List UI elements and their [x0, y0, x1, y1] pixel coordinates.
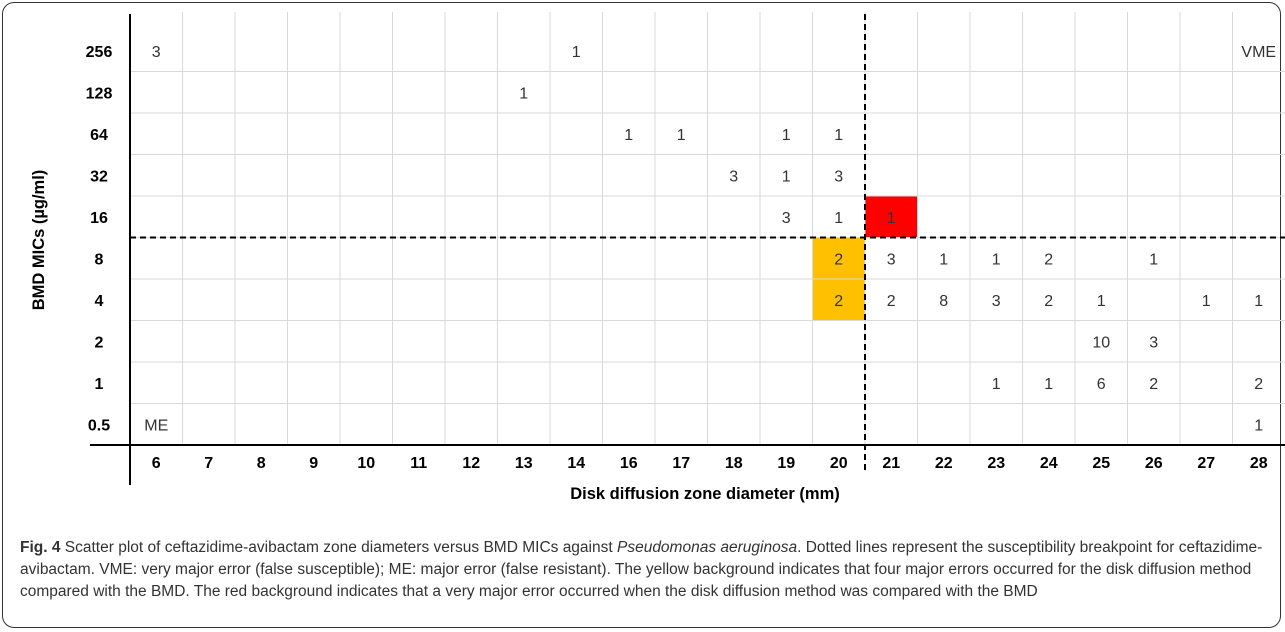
x-tick-labels: 6 7 8 9 10 11 12 13 14 16 17 18 19 20 21 22 23 24 25 26 27 28: [152, 455, 1268, 472]
x-tick-label-20: 20: [830, 455, 848, 472]
x-axis-title: Disk diffusion zone diameter (mm): [570, 485, 840, 503]
cell-count-20-64: 1: [834, 127, 843, 144]
y-axis-title: BMD MICs (µg/ml): [30, 170, 48, 311]
y-tick-label-256: 256: [86, 44, 113, 61]
cell-count-28-0.5: 1: [1254, 417, 1263, 434]
cell-count-25-1: 6: [1097, 376, 1106, 393]
cell-count-6-256: 3: [152, 44, 161, 61]
cell-count-14-256: 1: [572, 44, 581, 61]
x-tick-label-6: 6: [152, 455, 161, 472]
cell-count-24-4: 2: [1044, 293, 1053, 310]
cell-count-20-32: 3: [834, 168, 843, 185]
caption-label: Fig. 4: [20, 539, 61, 556]
x-tick-label-23: 23: [987, 455, 1005, 472]
highlight-cell-20-4: [812, 279, 865, 321]
x-tick-label-9: 9: [309, 455, 318, 472]
highlight-cell-20-8: [812, 237, 865, 279]
cell-count-28-1: 2: [1254, 376, 1263, 393]
figure-caption: Fig. 4 Scatter plot of ceftazidime-aviba…: [20, 537, 1270, 603]
cell-count-23-8: 1: [992, 251, 1001, 268]
x-tick-label-16: 16: [620, 455, 638, 472]
x-tick-label-11: 11: [410, 455, 427, 472]
x-tick-label-14: 14: [567, 455, 585, 472]
x-tick-label-7: 7: [204, 455, 213, 472]
cell-count-21-16: 1: [887, 210, 896, 227]
cell-count-26-8: 1: [1149, 251, 1158, 268]
cell-count-22-4: 8: [939, 293, 948, 310]
cell-count-26-1: 2: [1149, 376, 1158, 393]
breakpoint-layer: [130, 14, 1285, 470]
cell-count-24-1: 1: [1044, 376, 1053, 393]
y-tick-label-32: 32: [90, 168, 108, 185]
cell-count-19-64: 1: [782, 127, 791, 144]
highlight-layer: [812, 196, 918, 321]
y-tick-label-64: 64: [90, 127, 108, 144]
x-tick-label-12: 12: [462, 455, 480, 472]
x-tick-label-19: 19: [777, 455, 795, 472]
cell-count-28-4: 1: [1254, 293, 1263, 310]
y-tick-label-128: 128: [86, 85, 113, 102]
x-tick-label-10: 10: [357, 455, 375, 472]
cell-count-16-64: 1: [624, 127, 633, 144]
y-tick-label-8: 8: [95, 251, 104, 268]
cell-count-26-2: 3: [1149, 334, 1158, 351]
x-tick-label-25: 25: [1092, 455, 1110, 472]
cell-count-20-8: 2: [834, 251, 843, 268]
y-tick-label-0.5: 0.5: [88, 417, 110, 434]
cell-count-20-4: 2: [834, 293, 843, 310]
caption-text-after: . Dotted lines represent the susceptibil…: [20, 539, 1263, 600]
cell-count-13-128: 1: [519, 85, 528, 102]
cell-count-21-4: 2: [887, 293, 896, 310]
caption-text-before: Scatter plot of ceftazidime-avibactam zo…: [60, 539, 617, 556]
y-tick-label-1: 1: [95, 376, 104, 393]
annotation-labels: VME ME: [144, 44, 1276, 435]
cell-count-19-16: 3: [782, 210, 791, 227]
cell-count-20-16: 1: [834, 210, 843, 227]
cell-count-25-4: 1: [1097, 293, 1106, 310]
x-tick-label-27: 27: [1197, 455, 1215, 472]
x-tick-label-26: 26: [1145, 455, 1163, 472]
y-tick-labels: 256 128 64 32 16 8 4 2 1 0.5: [86, 44, 113, 435]
annotation-vme: VME: [1241, 44, 1276, 61]
x-tick-label-13: 13: [515, 455, 533, 472]
y-tick-label-4: 4: [95, 293, 104, 310]
x-tick-label-24: 24: [1040, 455, 1058, 472]
y-tick-label-16: 16: [90, 210, 108, 227]
x-tick-label-18: 18: [725, 455, 743, 472]
cell-count-18-32: 3: [729, 168, 738, 185]
cell-count-17-64: 1: [677, 127, 686, 144]
cell-count-22-8: 1: [939, 251, 948, 268]
cell-count-24-8: 2: [1044, 251, 1053, 268]
cell-count-21-8: 3: [887, 251, 896, 268]
x-tick-label-8: 8: [257, 455, 266, 472]
cell-count-19-32: 1: [782, 168, 791, 185]
highlight-cell-21-16: [865, 196, 918, 238]
x-tick-label-28: 28: [1250, 455, 1268, 472]
x-tick-label-22: 22: [935, 455, 953, 472]
annotation-me: ME: [144, 417, 168, 434]
cell-count-25-2: 10: [1092, 334, 1110, 351]
caption-species: Pseudomonas aeruginosa: [616, 539, 798, 556]
cell-count-labels: 3 1 1 1 1 1 1 3 1 3 3 1 1 2 3 1 1 2 1 2 2 8 3 2 1 1 1 10 3 1 1 6 2 2 1: [152, 44, 1264, 435]
cell-count-23-1: 1: [992, 376, 1001, 393]
y-tick-label-2: 2: [95, 334, 104, 351]
grid-layer: [130, 12, 1285, 445]
cell-count-23-4: 3: [992, 293, 1001, 310]
axes-layer: [90, 14, 1285, 485]
x-tick-label-21: 21: [882, 455, 900, 472]
x-tick-label-17: 17: [672, 455, 690, 472]
cell-count-27-4: 1: [1202, 293, 1211, 310]
